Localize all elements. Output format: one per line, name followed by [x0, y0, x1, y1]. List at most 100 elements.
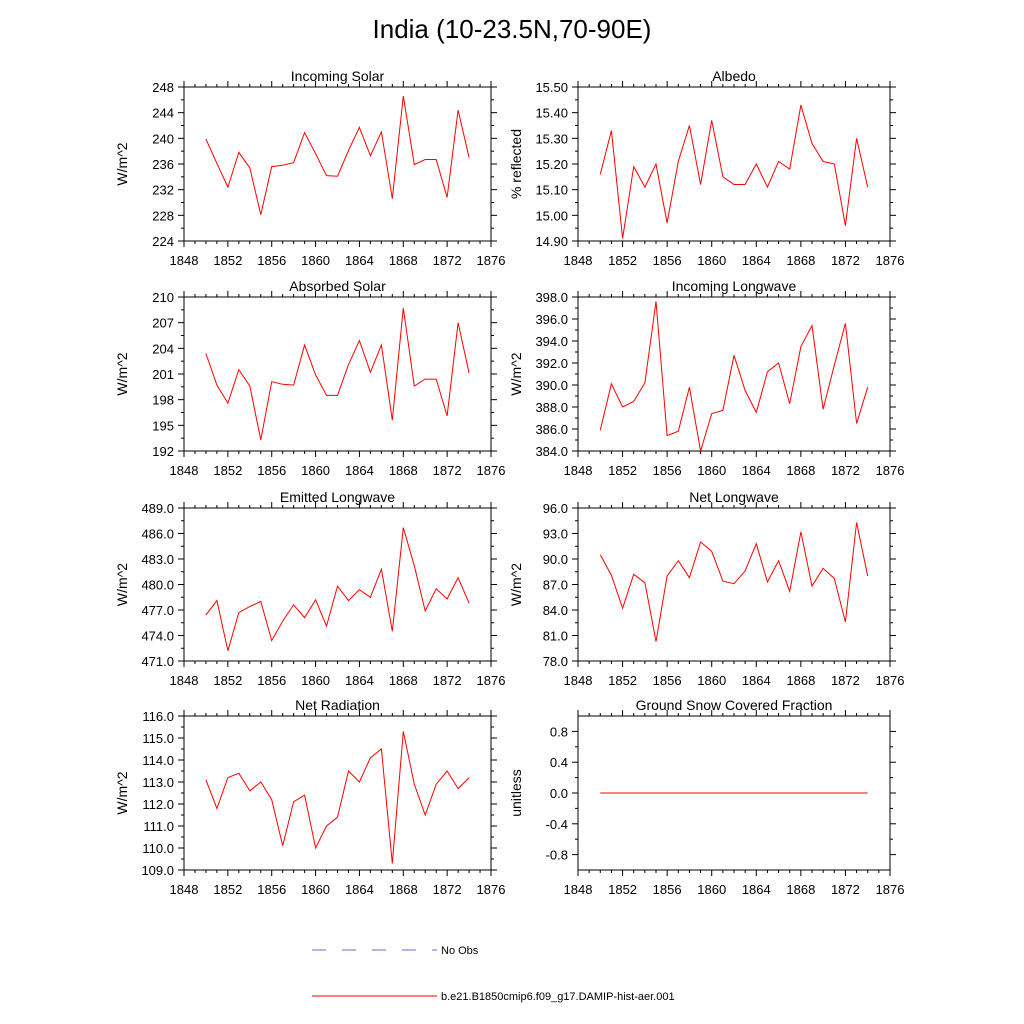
- x-tick-label: 1876: [876, 673, 905, 688]
- y-tick-label: 236: [152, 157, 174, 172]
- x-tick-label: 1848: [564, 882, 593, 897]
- x-tick-label: 1868: [786, 253, 815, 268]
- y-tick-label: 111.0: [143, 819, 174, 834]
- x-tick-label: 1852: [608, 673, 637, 688]
- y-tick-label: 96.0: [543, 501, 568, 516]
- y-tick-label: 78.0: [543, 654, 568, 669]
- panel-title: Absorbed Solar: [289, 278, 386, 294]
- panel-8: Ground Snow Covered Fraction unitless 1848…: [508, 697, 904, 897]
- y-tick-label: 114.0: [142, 753, 174, 768]
- panel-6: Net Longwave W/m^2 1848 1852 1856 1860 1864 186…: [508, 489, 904, 688]
- y-tick-label: 388.0: [535, 400, 568, 415]
- plot-frame: [577, 507, 891, 662]
- y-tick-label: 112.0: [142, 797, 174, 812]
- x-tick-label: 1860: [697, 253, 726, 268]
- x-tick-label: 1872: [831, 882, 860, 897]
- y-tick-label: 113.0: [142, 775, 174, 790]
- y-tick-label: 228: [152, 208, 174, 223]
- plot-frame: [183, 296, 492, 452]
- y-tick-label: 489.0: [141, 501, 174, 516]
- y-tick-label: 15.00: [535, 208, 568, 223]
- x-tick-label: 1864: [742, 463, 771, 478]
- series-line: [205, 95, 470, 215]
- series-line: [599, 301, 869, 452]
- series-line: [599, 104, 869, 239]
- y-tick-label: 192: [152, 444, 174, 459]
- legend-model-label: b.e21.B1850cmip6.f09_g17.DAMIP-hist-aer.…: [441, 991, 675, 1003]
- x-tick-label: 1868: [389, 882, 418, 897]
- legend: No Obs b.e21.B1850cmip6.f09_g17.DAMIP-hi…: [312, 945, 675, 1003]
- x-tick-label: 1860: [697, 673, 726, 688]
- x-tick-label: 1848: [564, 463, 593, 478]
- y-tick-label: 15.40: [535, 106, 568, 121]
- x-tick-label: 1868: [786, 463, 815, 478]
- x-tick-label: 1852: [608, 463, 637, 478]
- x-tick-label: 1852: [608, 882, 637, 897]
- x-tick-label: 1864: [742, 882, 771, 897]
- x-tick-label: 1852: [213, 882, 242, 897]
- series-line: [205, 731, 470, 864]
- y-tick-label: 15.30: [535, 131, 568, 146]
- legend-obs-label: No Obs: [441, 945, 479, 957]
- y-axis-label: W/m^2: [508, 563, 524, 606]
- y-tick-label: 110.0: [142, 841, 174, 856]
- x-tick-label: 1872: [433, 253, 462, 268]
- plot-frame: [183, 715, 492, 871]
- y-axis-label: W/m^2: [114, 352, 130, 395]
- x-tick-label: 1856: [653, 463, 682, 478]
- x-tick-label: 1856: [653, 253, 682, 268]
- y-tick-label: 15.20: [535, 157, 568, 172]
- y-tick-label: 15.50: [535, 80, 568, 95]
- x-tick-label: 1860: [697, 882, 726, 897]
- y-axis-label: unitless: [508, 769, 524, 816]
- y-tick-label: 207: [152, 316, 174, 331]
- y-tick-label: 392.0: [535, 356, 568, 371]
- x-tick-label: 1876: [876, 463, 905, 478]
- panel-title: Incoming Solar: [291, 68, 385, 84]
- y-tick-label: 14.90: [535, 234, 568, 249]
- x-tick-label: 1872: [831, 253, 860, 268]
- y-axis-label: W/m^2: [114, 142, 130, 185]
- x-tick-label: 1856: [257, 673, 286, 688]
- y-tick-label: 390.0: [535, 378, 568, 393]
- y-tick-label: 0.8: [550, 724, 568, 739]
- x-tick-label: 1872: [433, 463, 462, 478]
- x-tick-label: 1860: [301, 673, 330, 688]
- x-tick-label: 1872: [433, 673, 462, 688]
- x-tick-label: 1868: [389, 673, 418, 688]
- y-tick-label: 210: [152, 290, 174, 305]
- x-tick-label: 1856: [257, 253, 286, 268]
- y-axis-label: W/m^2: [114, 771, 130, 814]
- y-tick-label: 109.0: [141, 863, 174, 878]
- series-line: [599, 522, 869, 642]
- panel-title: Net Radiation: [295, 697, 380, 713]
- panel-title: Net Longwave: [689, 489, 779, 505]
- x-tick-label: 1860: [301, 253, 330, 268]
- y-tick-label: 398.0: [535, 290, 568, 305]
- panel-title: Ground Snow Covered Fraction: [636, 697, 833, 713]
- y-tick-label: 386.0: [535, 422, 568, 437]
- panel-title: Albedo: [712, 68, 756, 84]
- x-tick-label: 1848: [564, 253, 593, 268]
- plot-frame: [577, 86, 891, 242]
- x-tick-label: 1876: [876, 882, 905, 897]
- y-tick-label: 477.0: [141, 603, 174, 618]
- x-tick-label: 1848: [170, 253, 199, 268]
- x-tick-label: 1856: [653, 673, 682, 688]
- y-tick-label: 116.0: [142, 709, 174, 724]
- y-tick-label: 486.0: [141, 527, 174, 542]
- figure-title: India (10-23.5N,70-90E): [372, 14, 652, 44]
- x-tick-label: 1876: [477, 253, 506, 268]
- y-tick-label: 483.0: [141, 552, 174, 567]
- x-tick-label: 1860: [301, 463, 330, 478]
- panel-2: Albedo % reflected 1848 1852 1856 1860 1864 186…: [508, 68, 904, 268]
- y-tick-label: 471.0: [141, 654, 174, 669]
- x-tick-label: 1864: [345, 253, 374, 268]
- panel-title: Incoming Longwave: [672, 278, 797, 294]
- x-tick-label: 1868: [786, 882, 815, 897]
- x-tick-label: 1872: [433, 882, 462, 897]
- plot-frame: [183, 507, 492, 662]
- series-line: [205, 527, 470, 651]
- x-tick-label: 1856: [653, 882, 682, 897]
